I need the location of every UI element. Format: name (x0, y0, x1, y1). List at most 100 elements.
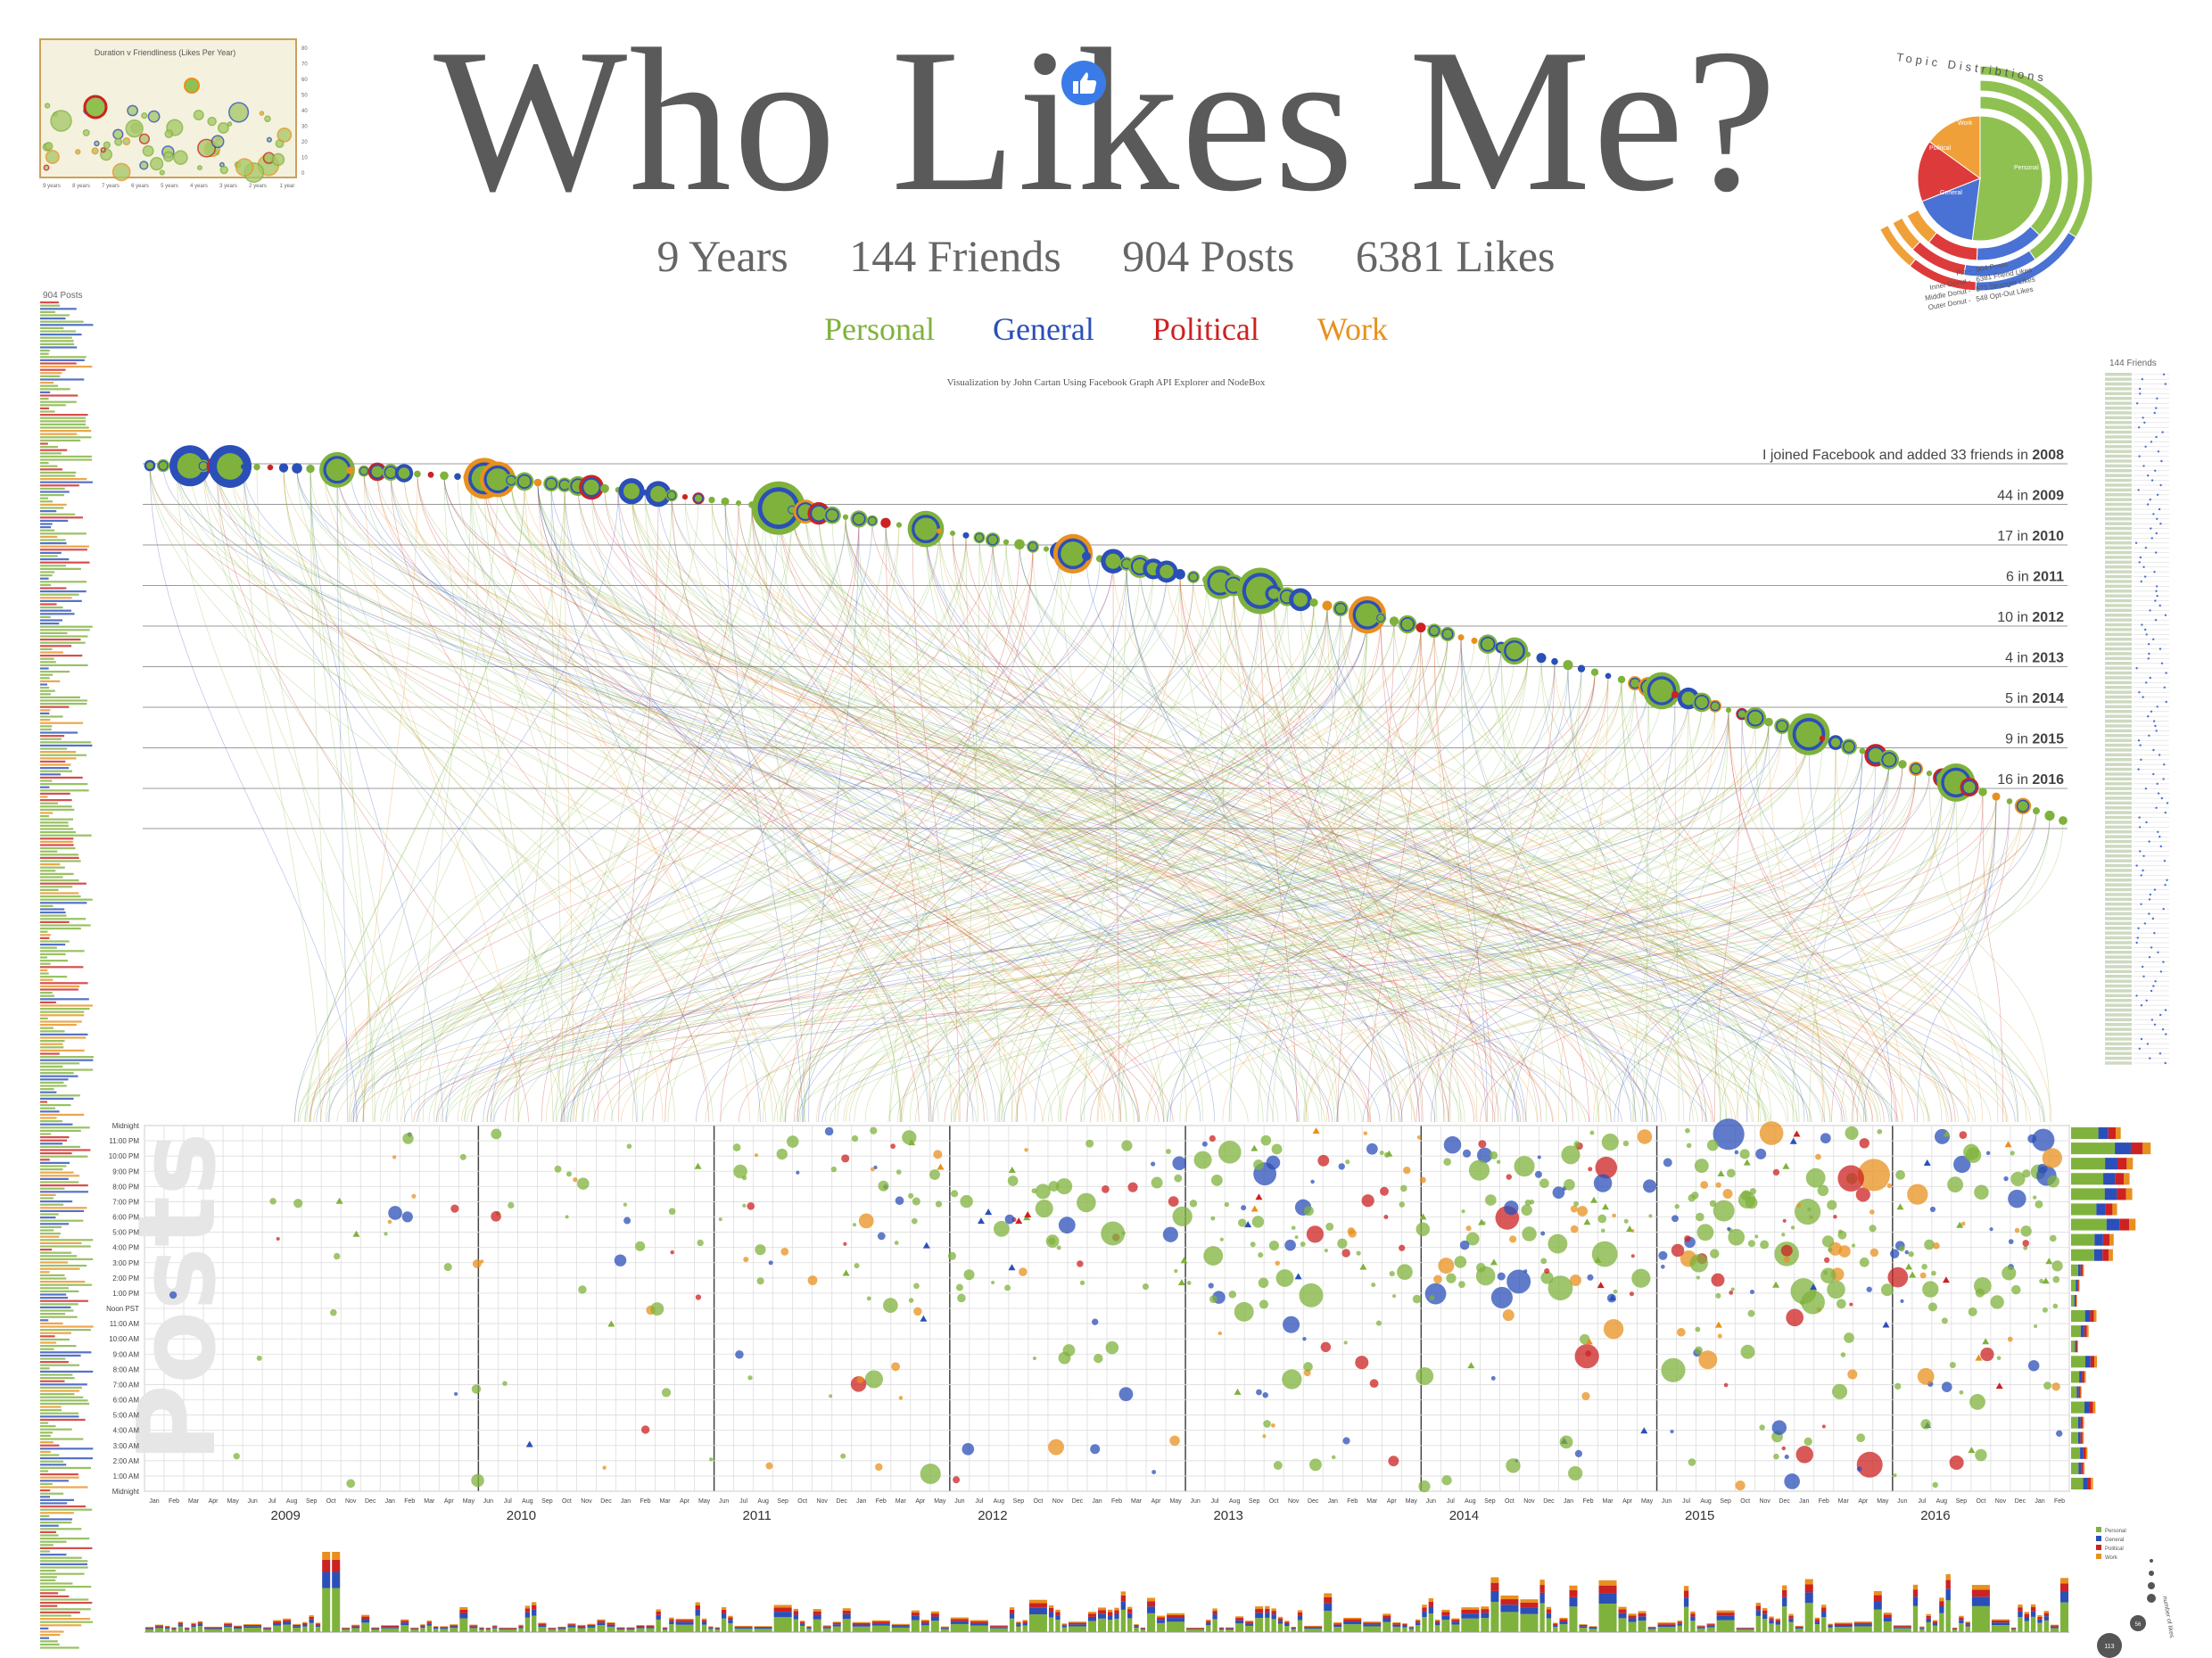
friend-core (1335, 604, 1346, 614)
like-curve (751, 504, 1416, 1123)
month-bar-segment (1265, 1608, 1270, 1613)
friend-row (2105, 522, 2132, 525)
post-bar (40, 513, 76, 516)
friend-dot (2158, 507, 2161, 511)
month-bar-segment (1108, 1620, 1113, 1632)
post-point (1974, 1184, 1989, 1200)
like-curves (149, 465, 2064, 1123)
scatter-point (219, 165, 228, 175)
month-bar-segment (381, 1627, 400, 1629)
friend-dot (2146, 1043, 2150, 1045)
post-bar (40, 462, 49, 465)
month-bar-segment (1834, 1624, 1853, 1628)
month-bar-segment (1919, 1628, 1925, 1629)
month-bar-segment (1926, 1621, 1931, 1632)
friend-row (2105, 387, 2132, 391)
like-curve (510, 480, 1765, 1123)
donut-title: Topic Distribtions (1895, 50, 2048, 85)
like-curve (1273, 593, 1847, 1123)
hour-bar-segment (2071, 1249, 2094, 1261)
post-point (1929, 1206, 1936, 1213)
post-point (840, 1453, 846, 1459)
like-curve (1831, 791, 1984, 1123)
month-bar-segment (577, 1624, 586, 1626)
month-bar-segment (1696, 1628, 1705, 1632)
post-point (2002, 1266, 2017, 1281)
friend-row (2105, 541, 2132, 545)
post-bar (40, 1512, 74, 1514)
post-bar (40, 728, 52, 730)
hour-bar-segment (2071, 1294, 2075, 1307)
month-bar-segment (1157, 1622, 1166, 1632)
month-label: Jan (1328, 1498, 1338, 1505)
friend-row (2105, 927, 2132, 930)
post-point (1821, 1235, 1835, 1248)
post-point (2039, 1278, 2044, 1283)
month-bar-segment (293, 1627, 301, 1632)
post-bar (40, 645, 72, 648)
post-bar (40, 834, 92, 837)
post-bar (40, 1444, 60, 1447)
post-point (1739, 1149, 1750, 1159)
month-bar-segment (1226, 1627, 1234, 1629)
post-point (1924, 1239, 1935, 1250)
month-bar-segment (243, 1624, 262, 1625)
scatter-point (259, 111, 265, 116)
post-point (1004, 1284, 1011, 1291)
month-bar-segment (450, 1625, 458, 1627)
like-curve (925, 529, 1335, 1123)
post-bar (40, 1008, 90, 1010)
post-triangle (1585, 1338, 1593, 1345)
like-curve (604, 488, 1372, 1123)
friend-dot (2140, 903, 2142, 905)
post-point (1784, 1454, 1789, 1460)
month-bar-segment (1814, 1621, 1820, 1625)
friend-dot (2166, 802, 2169, 804)
month-label: Aug (994, 1498, 1005, 1505)
month-bar-segment (2010, 1629, 2017, 1632)
month-bar-segment (587, 1624, 596, 1627)
post-point (1477, 1147, 1493, 1163)
friend-core (518, 475, 531, 488)
friend-circle (253, 463, 260, 471)
month-bar-segment (1186, 1629, 1205, 1632)
like-curve (1505, 820, 2064, 1123)
month-bar-segment (1657, 1622, 1676, 1624)
scatter-point (83, 95, 108, 120)
like-curve (925, 529, 1165, 1123)
post-bar (40, 735, 65, 738)
friend-core (869, 517, 876, 524)
month-bar-segment (1965, 1624, 1970, 1627)
hour-bar-segment (2071, 1325, 2081, 1338)
friend-dot (2140, 1004, 2143, 1007)
thumbs-up-icon (1061, 61, 1106, 105)
month-bar-segment (433, 1626, 439, 1627)
like-curve (308, 648, 1502, 1123)
post-point (1856, 1433, 1866, 1443)
friend-dot (2158, 754, 2161, 756)
scatter-point (217, 122, 229, 134)
post-point (1465, 1225, 1472, 1232)
post-point (276, 1236, 280, 1241)
friend-circle (1416, 623, 1426, 633)
post-point (1623, 1218, 1629, 1224)
month-bar-segment (669, 1624, 674, 1632)
friend-circle (533, 478, 542, 487)
hour-bar-segment (2082, 1264, 2084, 1276)
month-label: Mar (896, 1498, 907, 1505)
post-point (1686, 1142, 1692, 1149)
hour-bar-segment (2126, 1158, 2134, 1170)
month-bar-segment (1324, 1593, 1333, 1597)
post-point (1193, 1151, 1212, 1169)
post-bar (40, 1094, 80, 1097)
post-point (1975, 1448, 1987, 1462)
month-bar-segment (656, 1609, 661, 1612)
post-point (1209, 1134, 1216, 1142)
post-bar (40, 320, 84, 323)
post-bar (40, 1464, 67, 1466)
friend-core (1696, 696, 1708, 709)
hour-bar-segment (2106, 1218, 2120, 1231)
post-point (1496, 1159, 1501, 1165)
like-curve (1179, 573, 1612, 1123)
post-bar (40, 491, 70, 493)
